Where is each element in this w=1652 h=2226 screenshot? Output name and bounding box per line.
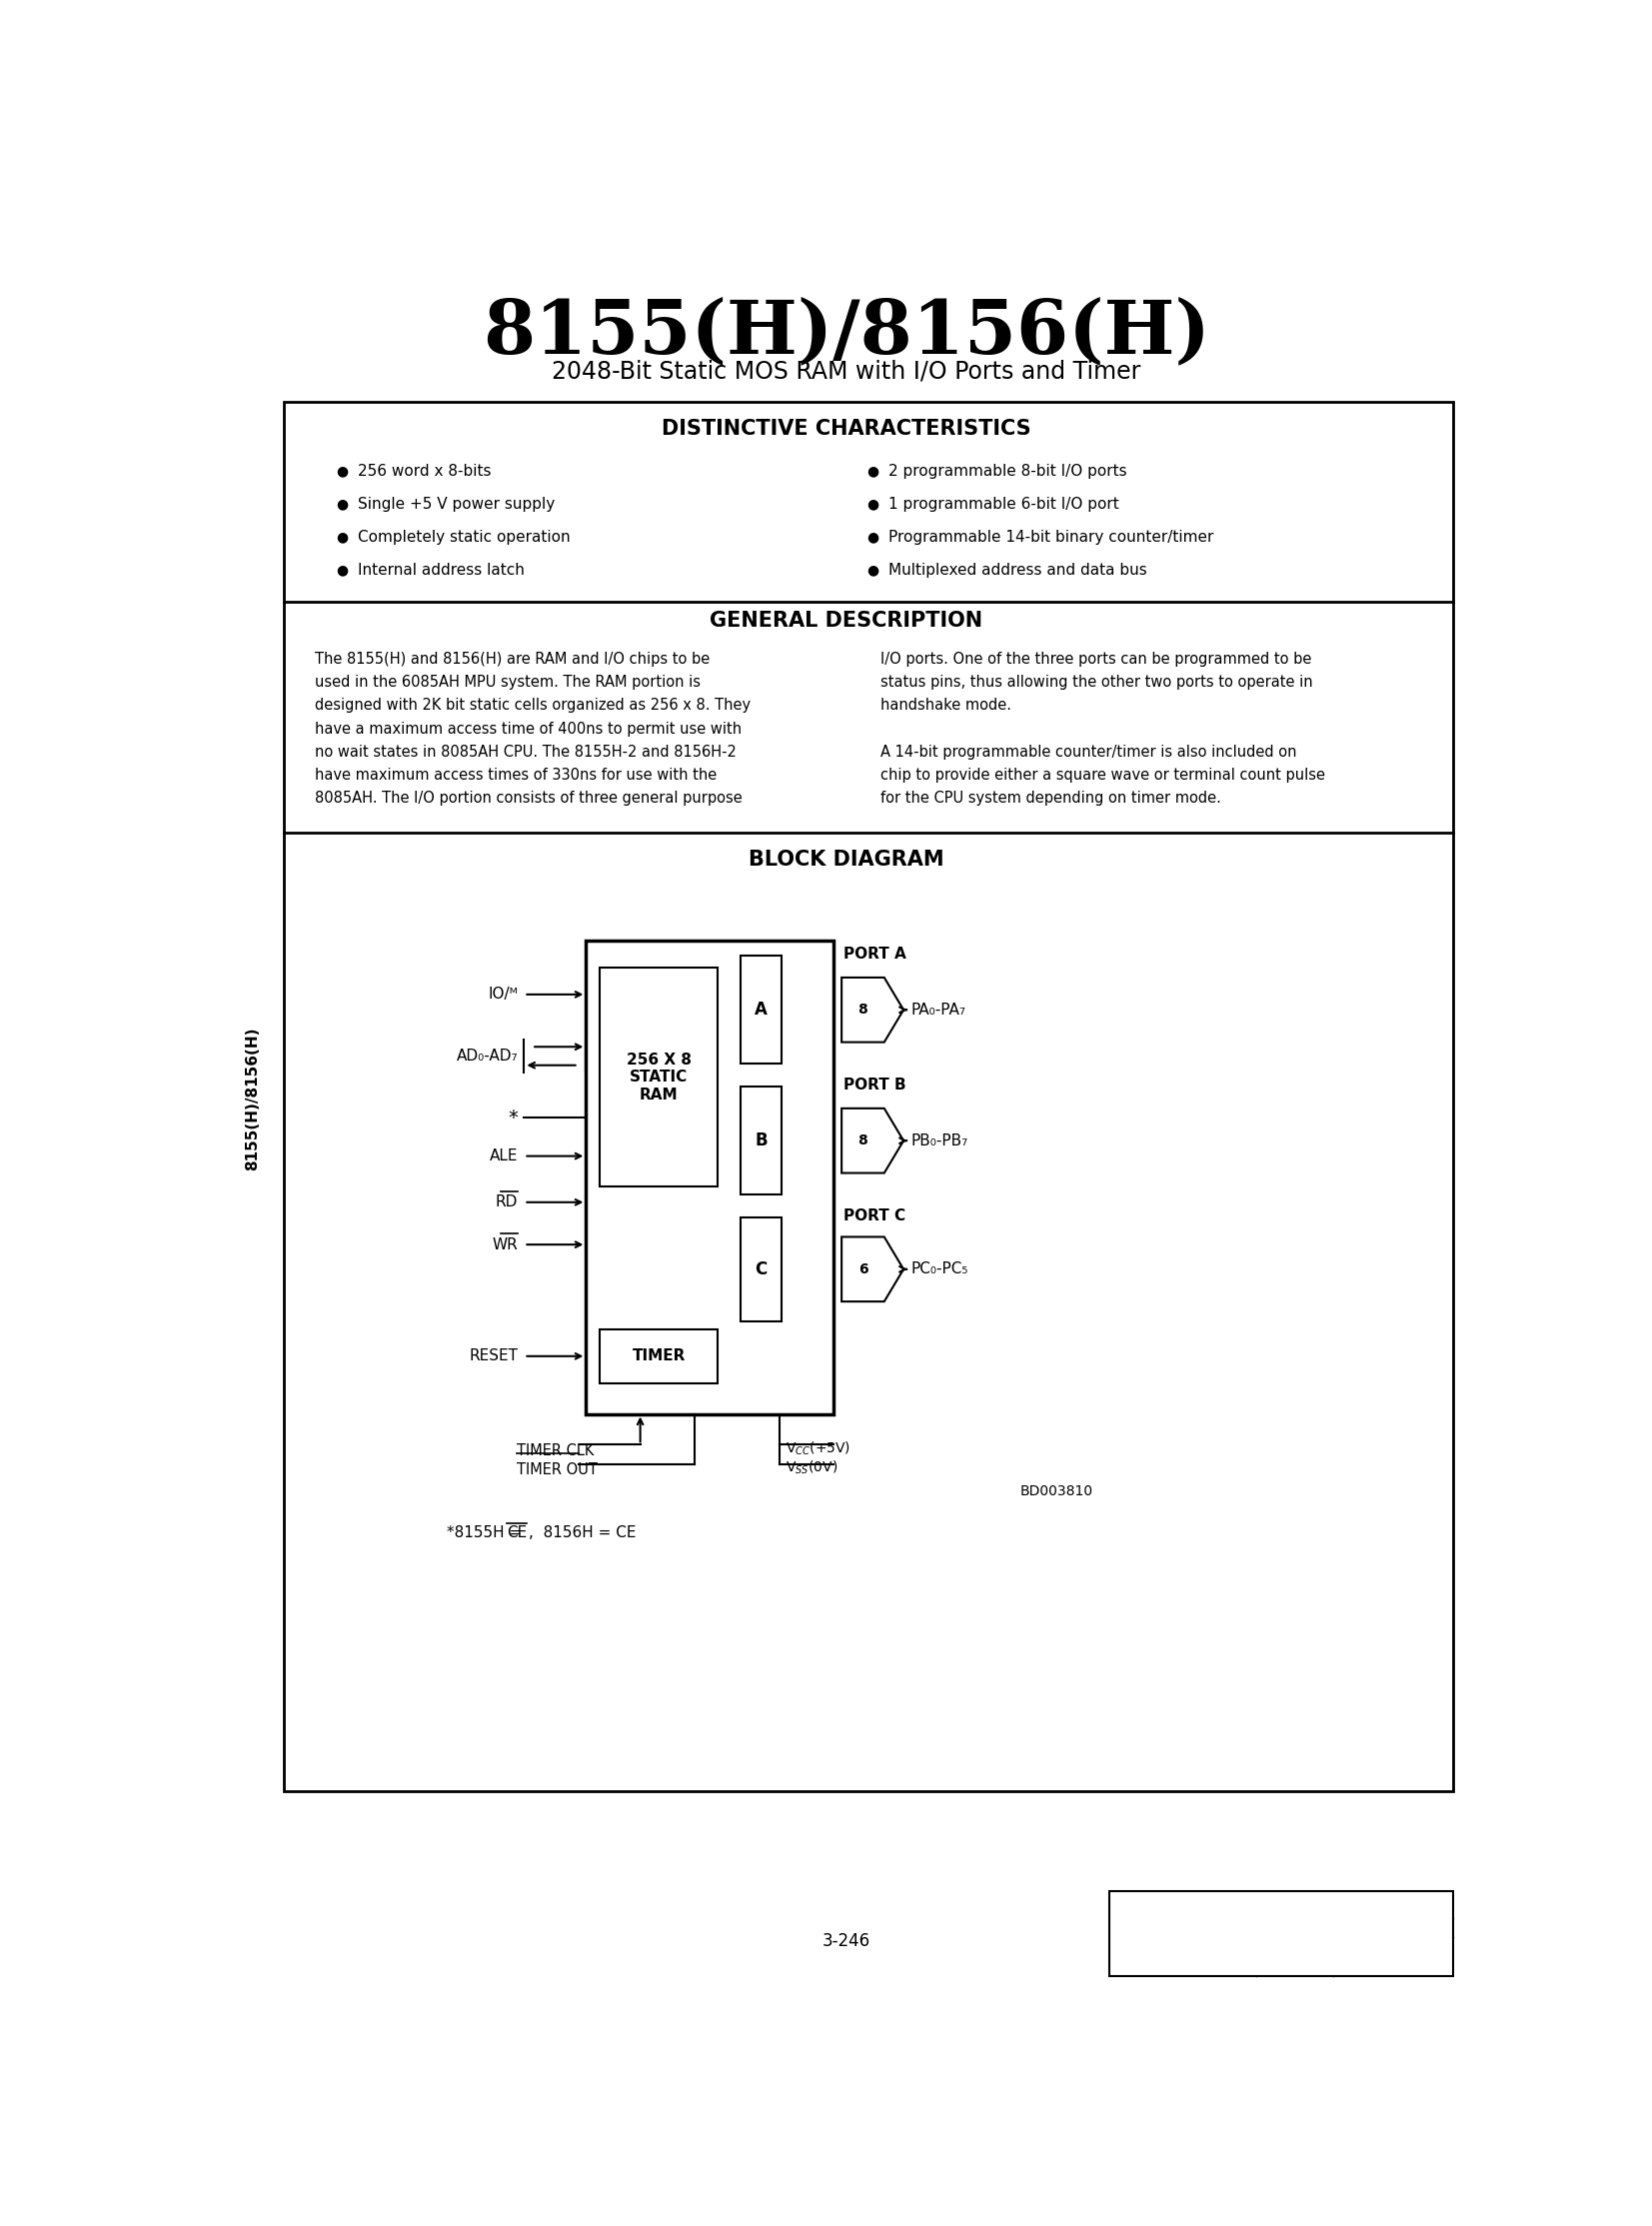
Bar xyxy=(742,955,781,1064)
Text: used in the 6085AH MPU system. The RAM portion is: used in the 6085AH MPU system. The RAM p… xyxy=(316,674,700,690)
Text: Issue Date: April 1987: Issue Date: April 1987 xyxy=(1117,1948,1256,1961)
Text: status pins, thus allowing the other two ports to operate in: status pins, thus allowing the other two… xyxy=(881,674,1313,690)
Text: A: A xyxy=(755,1002,768,1020)
Text: C: C xyxy=(755,1260,767,1278)
Bar xyxy=(586,942,834,1414)
Text: A 14-bit programmable counter/timer is also included on: A 14-bit programmable counter/timer is a… xyxy=(881,743,1297,759)
Text: 2048-Bit Static MOS RAM with I/O Ports and Timer: 2048-Bit Static MOS RAM with I/O Ports a… xyxy=(552,358,1142,383)
Text: 8155(H)/8156(H): 8155(H)/8156(H) xyxy=(482,296,1209,370)
Text: RD: RD xyxy=(496,1195,517,1209)
Text: *8155H =: *8155H = xyxy=(446,1525,527,1540)
Bar xyxy=(600,1329,717,1382)
Text: The 8155(H) and 8156(H) are RAM and I/O chips to be: The 8155(H) and 8156(H) are RAM and I/O … xyxy=(316,652,710,668)
Text: PC₀-PC₅: PC₀-PC₅ xyxy=(912,1262,968,1278)
Text: WR: WR xyxy=(492,1238,517,1251)
Text: V$_{SS}$(0V): V$_{SS}$(0V) xyxy=(786,1458,838,1476)
Text: ●: ● xyxy=(867,530,879,545)
Bar xyxy=(742,1086,781,1195)
Text: ALE: ALE xyxy=(489,1149,517,1164)
Text: ●: ● xyxy=(867,563,879,577)
Text: chip to provide either a square wave or terminal count pulse: chip to provide either a square wave or … xyxy=(881,768,1325,781)
Text: no wait states in 8085AH CPU. The 8155H-2 and 8156H-2: no wait states in 8085AH CPU. The 8155H-… xyxy=(316,743,737,759)
Bar xyxy=(742,1218,781,1322)
Text: 8: 8 xyxy=(857,1004,867,1017)
Text: BD003810: BD003810 xyxy=(1019,1485,1094,1498)
Text: TIMER OUT: TIMER OUT xyxy=(517,1462,596,1478)
Polygon shape xyxy=(841,1109,904,1173)
Text: 2 programmable 8-bit I/O ports: 2 programmable 8-bit I/O ports xyxy=(889,463,1127,479)
Bar xyxy=(284,403,1454,1792)
Text: PORT B: PORT B xyxy=(843,1077,905,1093)
Text: 6: 6 xyxy=(857,1262,867,1275)
Text: IO/ᴹ: IO/ᴹ xyxy=(487,986,517,1002)
Text: C: C xyxy=(1290,1921,1300,1934)
Text: 3-246: 3-246 xyxy=(823,1932,871,1950)
Text: DISTINCTIVE CHARACTERISTICS: DISTINCTIVE CHARACTERISTICS xyxy=(661,418,1031,439)
Text: have maximum access times of 330ns for use with the: have maximum access times of 330ns for u… xyxy=(316,768,717,781)
Text: PA₀-PA₇: PA₀-PA₇ xyxy=(912,1002,966,1017)
Text: designed with 2K bit static cells organized as 256 x 8. They: designed with 2K bit static cells organi… xyxy=(316,699,750,712)
Text: Multiplexed address and data bus: Multiplexed address and data bus xyxy=(889,563,1146,579)
Text: TIMER CLK: TIMER CLK xyxy=(517,1442,593,1458)
Text: AD₀-AD₇: AD₀-AD₇ xyxy=(456,1048,517,1064)
Text: CE: CE xyxy=(507,1525,527,1540)
Text: ●: ● xyxy=(335,496,349,512)
Text: ●: ● xyxy=(335,563,349,577)
Text: PB₀-PB₇: PB₀-PB₇ xyxy=(912,1133,968,1149)
Text: ●: ● xyxy=(867,463,879,479)
Text: Internal address latch: Internal address latch xyxy=(357,563,524,579)
Text: ●: ● xyxy=(867,496,879,512)
Text: Programmable 14-bit binary counter/timer: Programmable 14-bit binary counter/timer xyxy=(889,530,1213,545)
Text: Single +5 V power supply: Single +5 V power supply xyxy=(357,496,555,512)
Text: 8155(H)/8156(H): 8155(H)/8156(H) xyxy=(246,1026,261,1171)
Polygon shape xyxy=(841,1238,904,1302)
Text: 8085AH. The I/O portion consists of three general purpose: 8085AH. The I/O portion consists of thre… xyxy=(316,790,742,806)
Text: BLOCK DIAGRAM: BLOCK DIAGRAM xyxy=(748,850,943,870)
Text: PORT A: PORT A xyxy=(843,946,905,962)
Text: B: B xyxy=(755,1131,768,1149)
Text: /0: /0 xyxy=(1386,1921,1401,1934)
Text: RESET: RESET xyxy=(469,1349,517,1365)
Text: 8: 8 xyxy=(857,1133,867,1149)
Text: Amendment: Amendment xyxy=(1355,1899,1432,1912)
Text: GENERAL DESCRIPTION: GENERAL DESCRIPTION xyxy=(710,612,983,632)
Bar xyxy=(600,968,717,1186)
Text: have a maximum access time of 400ns to permit use with: have a maximum access time of 400ns to p… xyxy=(316,721,742,737)
Bar xyxy=(1108,1892,1454,1977)
Text: 256 X 8
STATIC
RAM: 256 X 8 STATIC RAM xyxy=(626,1053,691,1102)
Text: for the CPU system depending on timer mode.: for the CPU system depending on timer mo… xyxy=(881,790,1221,806)
Text: I/O ports. One of the three ports can be programmed to be: I/O ports. One of the three ports can be… xyxy=(881,652,1312,668)
Text: ●: ● xyxy=(335,530,349,545)
Polygon shape xyxy=(841,977,904,1042)
Text: ,  8156H = CE: , 8156H = CE xyxy=(529,1525,636,1540)
Text: handshake mode.: handshake mode. xyxy=(881,699,1011,712)
Text: V$_{CC}$(+5V): V$_{CC}$(+5V) xyxy=(786,1440,851,1458)
Text: ●: ● xyxy=(335,463,349,479)
Text: TIMER: TIMER xyxy=(633,1349,686,1365)
Text: 00934: 00934 xyxy=(1160,1921,1204,1934)
Text: 1 programmable 6-bit I/O port: 1 programmable 6-bit I/O port xyxy=(889,496,1118,512)
Text: Publication #: Publication # xyxy=(1142,1899,1224,1912)
Text: 256 word x 8-bits: 256 word x 8-bits xyxy=(357,463,491,479)
Text: *: * xyxy=(509,1109,517,1126)
Text: PORT C: PORT C xyxy=(843,1209,905,1224)
Text: Rev.: Rev. xyxy=(1282,1899,1308,1912)
Text: Completely static operation: Completely static operation xyxy=(357,530,570,545)
